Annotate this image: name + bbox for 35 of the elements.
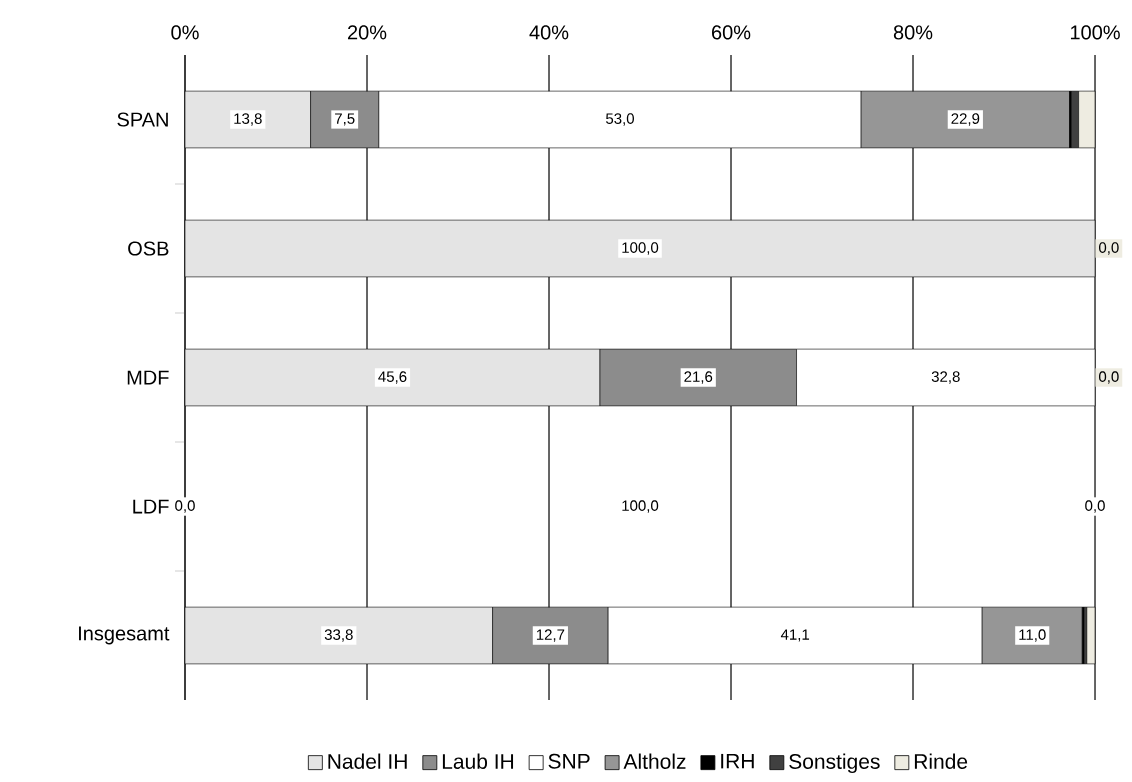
data-label: 41,1 — [780, 629, 810, 642]
legend-label: Altholz — [623, 753, 686, 769]
x-tick-label: 40% — [529, 25, 569, 40]
y-tick-label: Insgesamt — [79, 626, 170, 645]
legend-label: Rinde — [914, 753, 968, 769]
data-label: 100,0 — [622, 242, 659, 255]
data-label: 0,0 — [1099, 242, 1119, 255]
data-label: 45,6 — [378, 371, 407, 384]
x-tick-label: 20% — [347, 25, 387, 40]
data-label: 12,7 — [536, 629, 565, 642]
x-tick-label: 100% — [1070, 25, 1120, 40]
annotation: 100,0 — [622, 500, 659, 513]
legend-label: SNP — [548, 753, 590, 769]
y-tick-label: LDF — [133, 499, 169, 514]
data-label: 7,5 — [335, 113, 355, 126]
data-label: 32,8 — [931, 371, 960, 384]
x-tick-label: 60% — [712, 25, 751, 40]
data-label: 53,0 — [605, 113, 634, 126]
data-label: 33,8 — [324, 629, 353, 642]
legend-label: Nadel IH — [328, 753, 407, 769]
annotation: 0,0 — [1085, 500, 1105, 513]
legend-label: IRH — [721, 753, 754, 769]
data-label: 21,6 — [684, 371, 713, 384]
y-tick-label: OSB — [128, 241, 169, 256]
y-tick-label: SPAN — [117, 112, 168, 127]
data-label: 22,9 — [951, 113, 980, 126]
legend-label: Laub IH — [442, 753, 514, 769]
data-label: 0,0 — [1099, 371, 1119, 384]
annotation: 0,0 — [175, 500, 195, 513]
x-tick-label: 80% — [893, 25, 933, 40]
x-tick-label: 0% — [171, 25, 199, 40]
data-label: 11,0 — [1019, 629, 1046, 642]
y-tick-label: MDF — [127, 370, 169, 385]
legend-label: Sonstiges — [789, 753, 880, 774]
data-label: 13,8 — [234, 113, 262, 126]
